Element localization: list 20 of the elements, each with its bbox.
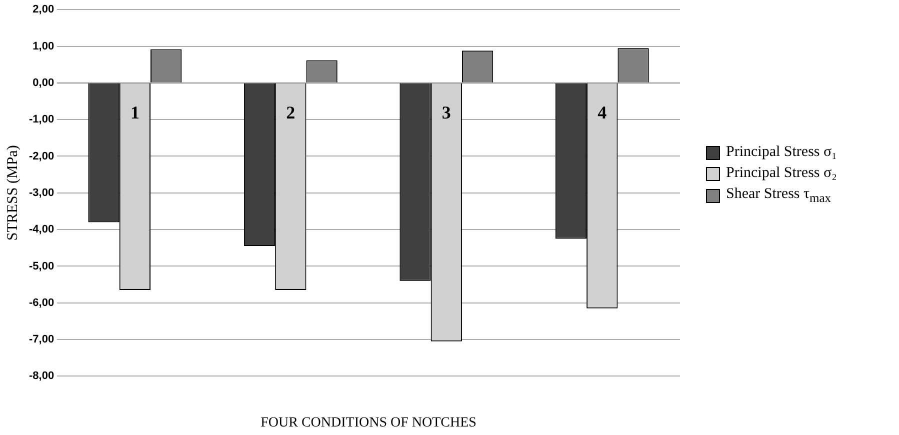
legend-label: Shear Stress τ$_{max}$: [726, 186, 832, 206]
y-tick-label: -4,00: [28, 224, 54, 236]
x-tick-label: 1: [130, 102, 140, 123]
x-tick-label: 3: [442, 102, 451, 123]
y-tick-label: -5,00: [28, 260, 54, 272]
legend-label: Principal Stress σ₁: [726, 144, 837, 161]
x-tick-label: 2: [286, 102, 296, 123]
x-tick-label: 4: [598, 102, 607, 123]
y-tick-label: 0,00: [32, 76, 54, 89]
legend-label: Principal Stress σ₂: [726, 165, 837, 182]
y-tick-label: -8,00: [28, 370, 54, 382]
y-tick-label: -3,00: [28, 186, 54, 199]
y-tick-label: -2,00: [28, 150, 54, 162]
y-tick-label: -1,00: [28, 114, 54, 126]
y-axis-title: STRESS (MPa): [4, 145, 21, 241]
y-tick-label: 2,00: [32, 4, 54, 16]
x-axis-title: FOUR CONDITIONS OF NOTCHES: [260, 415, 476, 430]
y-tick-label: 1,00: [32, 40, 54, 52]
y-tick-label: -7,00: [28, 334, 54, 346]
y-tick-label: -6,00: [28, 296, 54, 309]
